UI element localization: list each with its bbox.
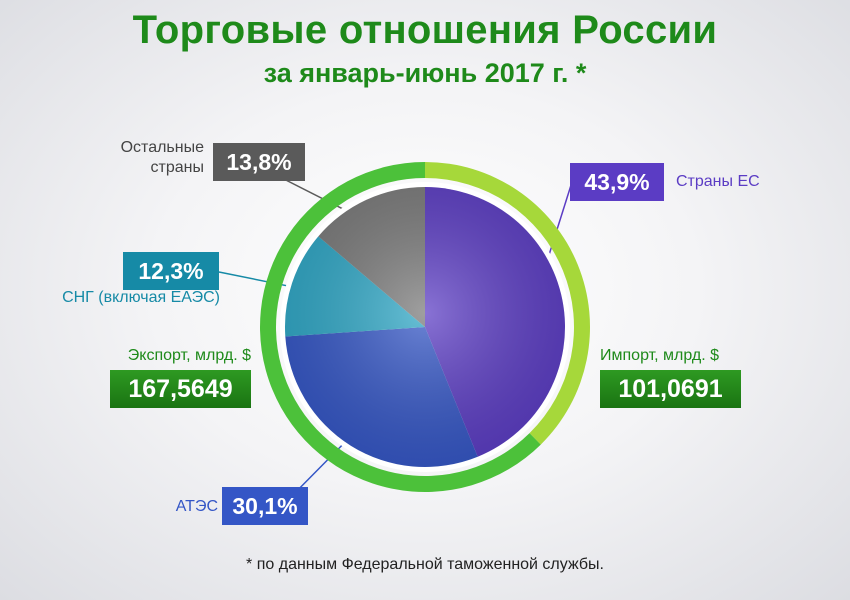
import-label: Импорт, млрд. $ [600,347,720,364]
slice-label-apec: 30,1% [222,487,308,525]
apec-label: АТЭС [175,498,218,515]
other-countries-label: Остальные страны [120,139,204,176]
slice-label-other: 13,8% [213,143,305,181]
slice-label-cis: 12,3% [123,252,219,290]
footnote: * по данным Федеральной таможенной служб… [246,556,604,573]
chart-title: Торговые отношения России [132,8,718,52]
cis-label: СНГ (включая ЕАЭС) [62,289,220,306]
chart-subtitle: за январь-июнь 2017 г. * [263,58,587,88]
export-value: 167,5649 [110,370,251,408]
eu-label: Страны ЕС [676,173,760,190]
slice-label-eu: 43,9% [570,163,664,201]
export-label: Экспорт, млрд. $ [127,347,251,364]
import-value: 101,0691 [600,370,741,408]
